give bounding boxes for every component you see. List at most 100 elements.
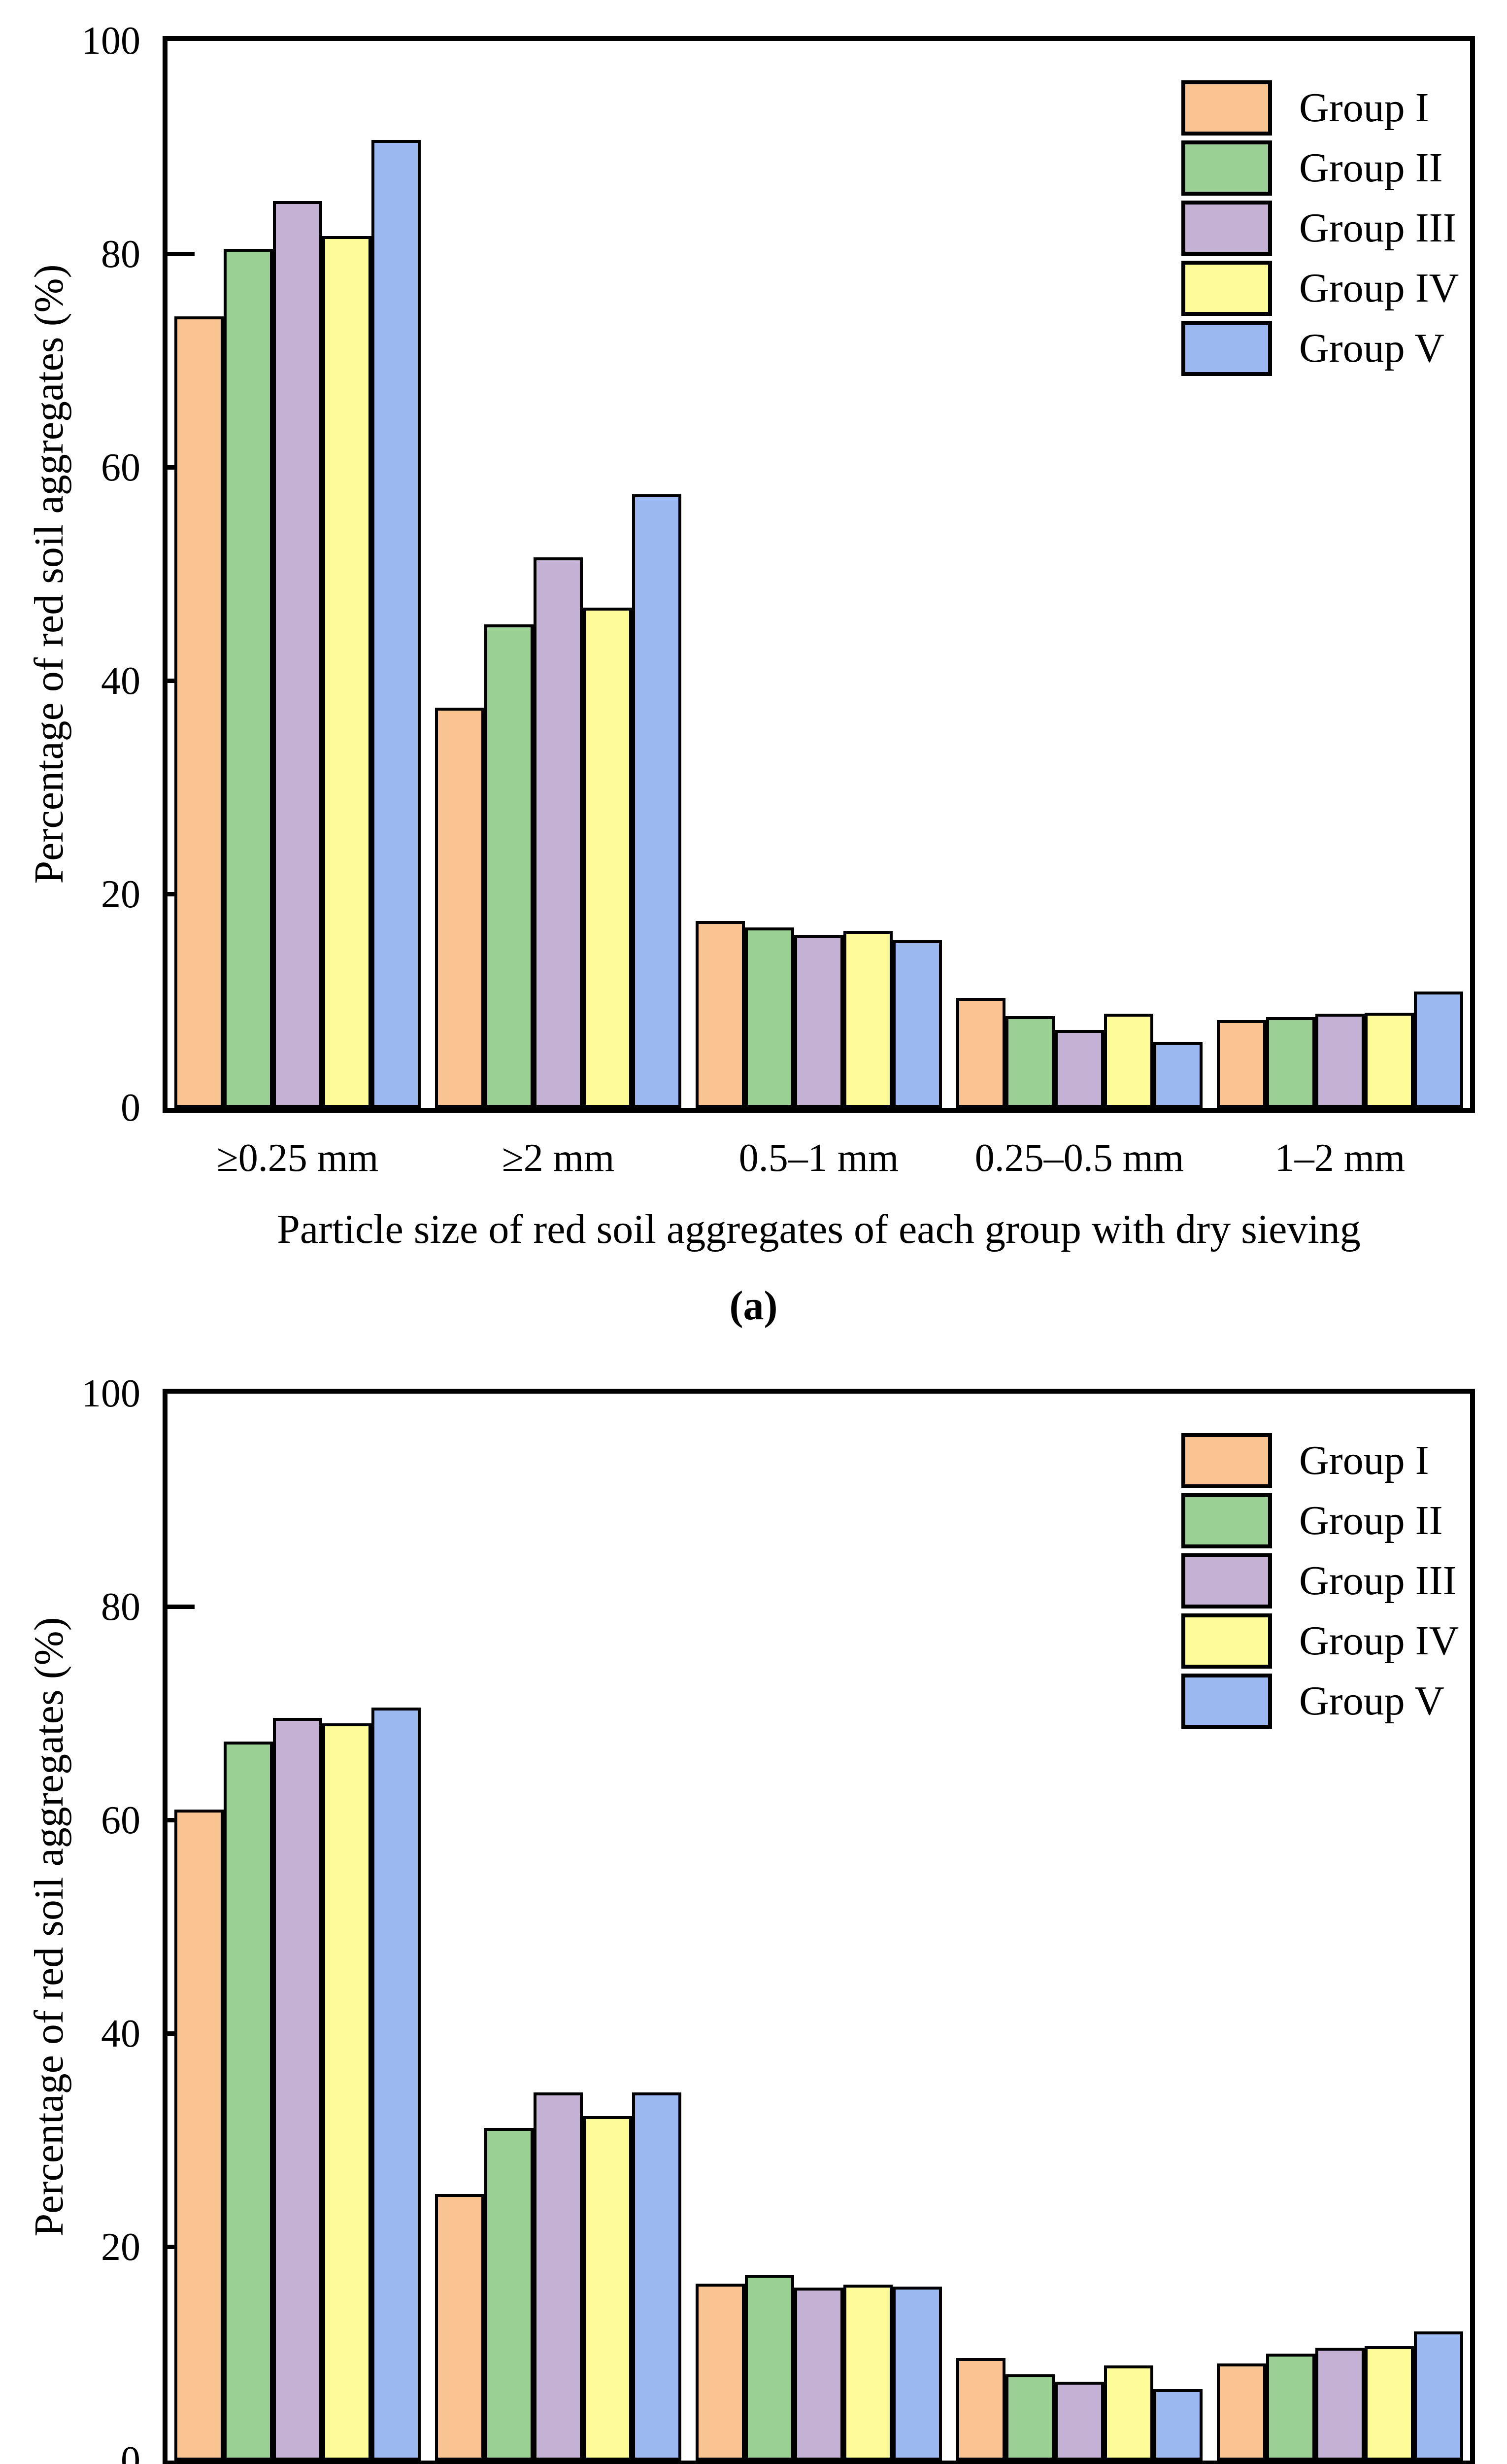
legend-label: Group IV bbox=[1299, 1618, 1459, 1664]
bar-a-cat1-group-ii bbox=[224, 249, 273, 1108]
y-tick-label-60: 60 bbox=[101, 446, 140, 489]
bar-b-cat2-group-iii bbox=[534, 2092, 583, 2461]
plot-area: Group I Group II Group III Group IV Group V bbox=[163, 1389, 1475, 2464]
legend-item-group-iii: Group III bbox=[1181, 1553, 1459, 1608]
x-category-label-3: 0.5–1 mm bbox=[738, 1136, 899, 1180]
x-category-label-1: ≥0.25 mm bbox=[216, 1136, 379, 1180]
bar-a-cat4-group-iv bbox=[1104, 1014, 1153, 1108]
legend-item-group-ii: Group II bbox=[1181, 1493, 1459, 1548]
legend-item-group-iv: Group IV bbox=[1181, 1613, 1459, 1669]
bar-a-cat5-group-i bbox=[1217, 1020, 1266, 1108]
legend-label: Group III bbox=[1299, 1558, 1457, 1604]
bar-b-cat3-group-iii bbox=[794, 2288, 843, 2461]
figure-a: Percentage of red soil aggregates (%) Gr… bbox=[26, 19, 1475, 1329]
bar-b-cat5-group-iii bbox=[1315, 2348, 1365, 2461]
legend-label: Group II bbox=[1299, 1498, 1443, 1543]
bar-a-cat3-group-iii bbox=[794, 935, 843, 1108]
legend-item-group-v: Group V bbox=[1181, 1674, 1459, 1729]
legend-label: Group III bbox=[1299, 205, 1457, 251]
bar-a-cat2-group-v bbox=[632, 494, 681, 1108]
legend-swatch-group-ii bbox=[1181, 1493, 1272, 1548]
bar-a-cat2-group-i bbox=[435, 708, 484, 1108]
y-tick-label-20: 20 bbox=[101, 2225, 140, 2269]
legend: Group I Group II Group III Group IV Group V bbox=[1181, 1433, 1459, 1729]
legend-swatch-group-iii bbox=[1181, 1553, 1272, 1608]
legend-swatch-group-i bbox=[1181, 80, 1272, 136]
bar-b-cat1-group-ii bbox=[224, 1742, 273, 2461]
y-tick-label-100: 100 bbox=[81, 1372, 140, 1415]
legend-swatch-group-v bbox=[1181, 1674, 1272, 1729]
legend: Group I Group II Group III Group IV Group V bbox=[1181, 80, 1459, 376]
bar-b-cat3-group-v bbox=[893, 2287, 942, 2461]
bar-a-cat2-group-iv bbox=[583, 608, 632, 1108]
bar-b-cat5-group-ii bbox=[1266, 2354, 1315, 2461]
bar-a-cat3-group-v bbox=[893, 940, 942, 1108]
y-tick-label-20: 20 bbox=[101, 873, 140, 916]
bar-b-cat1-group-iii bbox=[273, 1718, 322, 2461]
bar-b-cat3-group-ii bbox=[745, 2275, 794, 2461]
bar-a-cat2-group-iii bbox=[534, 557, 583, 1108]
bar-b-cat1-group-v bbox=[371, 1708, 421, 2461]
legend-label: Group V bbox=[1299, 1678, 1444, 1724]
y-tick-label-60: 60 bbox=[101, 1799, 140, 1842]
y-tick-80 bbox=[167, 1605, 195, 1609]
legend-swatch-group-i bbox=[1181, 1433, 1272, 1488]
bar-b-cat4-group-iv bbox=[1104, 2365, 1153, 2461]
bar-b-cat4-group-ii bbox=[1005, 2374, 1055, 2461]
y-tick-label-80: 80 bbox=[101, 1585, 140, 1629]
legend-label: Group I bbox=[1299, 85, 1429, 131]
legend-item-group-v: Group V bbox=[1181, 321, 1459, 376]
y-axis-title: Percentage of red soil aggregates (%) bbox=[26, 264, 72, 884]
legend-item-group-i: Group I bbox=[1181, 1433, 1459, 1488]
bar-b-cat4-group-i bbox=[956, 2358, 1005, 2461]
bar-b-cat2-group-iv bbox=[583, 2116, 632, 2461]
bar-a-cat1-group-iv bbox=[322, 236, 371, 1108]
y-tick-label-0: 0 bbox=[121, 1086, 140, 1129]
bar-a-cat2-group-ii bbox=[484, 624, 534, 1108]
bar-b-cat4-group-v bbox=[1153, 2389, 1203, 2461]
legend-swatch-group-iv bbox=[1181, 261, 1272, 316]
legend-swatch-group-v bbox=[1181, 321, 1272, 376]
bar-a-cat1-group-v bbox=[371, 140, 421, 1108]
bar-a-cat4-group-v bbox=[1153, 1042, 1203, 1108]
y-tick-label-80: 80 bbox=[101, 233, 140, 276]
figure-b: Percentage of red soil aggregates (%) Gr… bbox=[0, 1353, 1507, 2464]
legend-item-group-ii: Group II bbox=[1181, 140, 1459, 196]
bar-a-cat4-group-ii bbox=[1005, 1016, 1055, 1108]
legend-swatch-group-iv bbox=[1181, 1613, 1272, 1669]
bar-b-cat2-group-i bbox=[435, 2194, 484, 2461]
bar-a-cat4-group-i bbox=[956, 998, 1005, 1108]
caption-a: (a) bbox=[729, 1283, 778, 1329]
legend-label: Group IV bbox=[1299, 265, 1459, 311]
y-tick-label-100: 100 bbox=[81, 19, 140, 63]
bar-a-cat3-group-iv bbox=[843, 931, 893, 1108]
y-tick-label-0: 0 bbox=[121, 2439, 140, 2464]
bar-a-cat1-group-i bbox=[174, 316, 224, 1108]
y-tick-label-40: 40 bbox=[101, 659, 140, 703]
bar-b-cat3-group-i bbox=[696, 2284, 745, 2461]
y-tick-label-40: 40 bbox=[101, 2012, 140, 2055]
bar-b-cat5-group-i bbox=[1217, 2363, 1266, 2461]
plot-area: Group I Group II Group III Group IV Group V bbox=[163, 36, 1475, 1113]
bar-b-cat5-group-iv bbox=[1365, 2346, 1414, 2461]
y-tick-80 bbox=[167, 252, 195, 256]
x-category-label-2: ≥2 mm bbox=[502, 1136, 615, 1180]
bar-b-cat1-group-iv bbox=[322, 1723, 371, 2461]
legend-swatch-group-iii bbox=[1181, 201, 1272, 256]
bar-b-cat3-group-iv bbox=[843, 2285, 893, 2461]
legend-item-group-iv: Group IV bbox=[1181, 261, 1459, 316]
x-axis-title: Particle size of red soil aggregates of … bbox=[277, 1206, 1361, 1252]
legend-label: Group V bbox=[1299, 325, 1444, 371]
bar-b-cat4-group-iii bbox=[1055, 2382, 1104, 2461]
bar-b-cat5-group-v bbox=[1414, 2331, 1463, 2461]
bar-a-cat5-group-v bbox=[1414, 992, 1463, 1108]
bar-a-cat5-group-ii bbox=[1266, 1017, 1315, 1108]
bar-a-cat1-group-iii bbox=[273, 201, 322, 1108]
x-category-label-4: 0.25–0.5 mm bbox=[974, 1136, 1184, 1180]
y-axis-title: Percentage of red soil aggregates (%) bbox=[26, 1617, 72, 2237]
bar-b-cat1-group-i bbox=[174, 1810, 224, 2461]
x-category-label-5: 1–2 mm bbox=[1274, 1136, 1406, 1180]
bar-b-cat2-group-ii bbox=[484, 2128, 534, 2461]
bar-a-cat5-group-iii bbox=[1315, 1014, 1365, 1108]
